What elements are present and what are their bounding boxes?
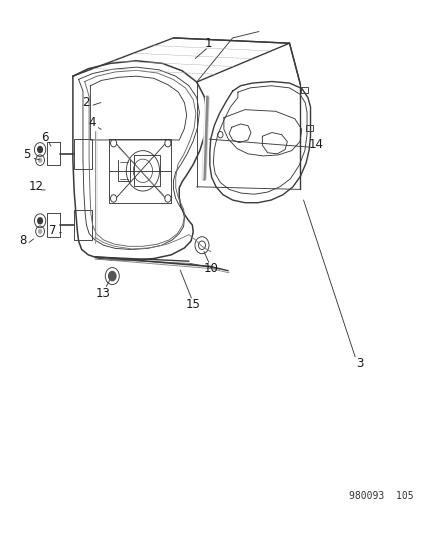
Text: 3: 3 [355,357,362,370]
Text: 6: 6 [41,131,48,144]
Text: 15: 15 [185,298,200,311]
Text: 2: 2 [82,96,90,109]
Circle shape [38,158,42,163]
Text: 1: 1 [205,37,212,50]
Text: 13: 13 [96,287,111,300]
Text: 4: 4 [88,117,96,130]
Text: 8: 8 [19,235,26,247]
Text: 7: 7 [49,224,57,237]
Circle shape [108,271,117,281]
Text: 10: 10 [203,262,218,274]
Circle shape [37,217,43,224]
Circle shape [37,146,43,154]
Text: 5: 5 [23,148,31,161]
Text: 14: 14 [307,138,322,151]
Bar [300,87,307,93]
Bar [305,125,312,132]
Circle shape [38,229,42,234]
Text: 12: 12 [28,180,43,193]
Text: 980093  105: 980093 105 [348,491,413,501]
